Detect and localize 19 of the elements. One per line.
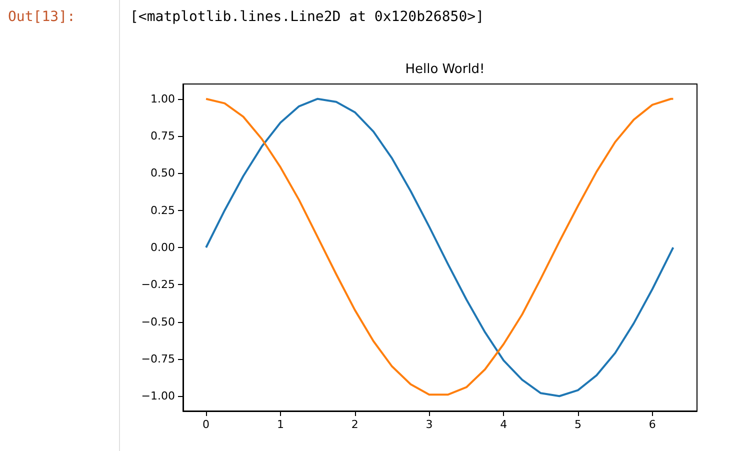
y-tick-label: −1.00 — [141, 390, 175, 403]
y-tick-label: 0.00 — [150, 241, 175, 254]
y-tick-label: −0.75 — [141, 352, 175, 366]
x-tick-label: 1 — [276, 418, 284, 431]
x-tick-label: 0 — [202, 418, 210, 431]
y-tick-label: 0.50 — [150, 166, 175, 180]
text: Out[13]: — [8, 9, 76, 25]
x-tick-label: 4 — [500, 418, 508, 431]
x-tick-label: 2 — [351, 418, 358, 431]
y-tick-label: 0.75 — [150, 130, 175, 143]
text: [<matplotlib.lines.Line2D at 0x120b26850>] — [130, 9, 484, 25]
y-tick-label: 0.25 — [150, 204, 175, 217]
x-tick-label: 3 — [426, 418, 433, 431]
y-tick-label: −0.50 — [141, 315, 175, 328]
chart-title: Hello World! — [405, 62, 485, 77]
y-tick-label: 1.00 — [150, 92, 175, 106]
x-tick-label: 6 — [648, 418, 656, 431]
y-tick-label: −0.25 — [141, 278, 175, 292]
x-tick-label: 5 — [574, 418, 582, 431]
